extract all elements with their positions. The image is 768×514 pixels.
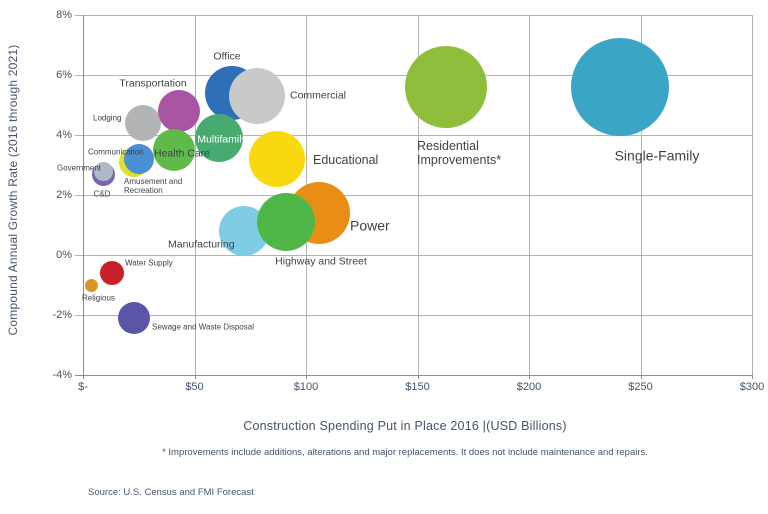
bubble-commercial bbox=[228, 68, 285, 124]
label-line: Recreation bbox=[124, 186, 163, 195]
footnote: * Improvements include additions, altera… bbox=[162, 447, 648, 458]
bubble-sewage bbox=[118, 302, 151, 334]
label-line: Health Care bbox=[153, 147, 211, 160]
x-tick-mark bbox=[752, 375, 753, 379]
source-note: Source: U.S. Census and FMI Forecast bbox=[88, 487, 254, 498]
label-line: Multifamily bbox=[197, 133, 247, 146]
y-tick-label: 8% bbox=[56, 9, 72, 21]
label-office: Office bbox=[213, 51, 240, 63]
gridline-horizontal bbox=[75, 315, 752, 316]
bubble-multifamily bbox=[195, 114, 244, 162]
x-tick-mark bbox=[306, 375, 307, 379]
x-axis-line bbox=[75, 375, 752, 376]
gridline-vertical bbox=[417, 15, 419, 375]
gridline-horizontal bbox=[75, 135, 752, 136]
bubble-highway bbox=[256, 193, 315, 251]
gridline-horizontal bbox=[75, 255, 752, 256]
label-line: Amusement and bbox=[124, 177, 183, 186]
label-line: Commercial bbox=[290, 89, 347, 102]
label-line: C&D bbox=[93, 189, 111, 199]
y-axis-title: Compound Annual Growth Rate (2016 throug… bbox=[6, 44, 20, 336]
label-cd: C&D bbox=[94, 190, 111, 199]
x-tick-label: $300 bbox=[739, 381, 765, 393]
label-line: Office bbox=[213, 50, 241, 63]
label-lodging: Lodging bbox=[93, 114, 121, 123]
gridline-horizontal bbox=[75, 195, 752, 196]
label-line: Educational bbox=[313, 153, 379, 167]
label-line: Water Supply bbox=[125, 258, 173, 268]
gridline-vertical bbox=[194, 15, 196, 375]
y-tick-label: 0% bbox=[56, 249, 72, 261]
bubble-watersupply bbox=[99, 261, 124, 285]
y-axis-line bbox=[83, 15, 84, 379]
y-tick-label: 4% bbox=[56, 129, 72, 141]
bubble-government bbox=[93, 161, 113, 181]
x-tick-label: $200 bbox=[516, 381, 542, 393]
label-transportation: Transportation bbox=[119, 78, 186, 90]
label-line: Communication bbox=[88, 147, 144, 157]
label-line: Single-Family bbox=[614, 147, 700, 164]
x-tick-mark bbox=[640, 375, 642, 379]
label-singlefamily: Single-Family bbox=[614, 147, 700, 164]
x-tick-mark bbox=[529, 375, 530, 379]
label-amusement: Amusement and Recreation bbox=[124, 177, 182, 195]
label-manufacturing: Manufacturing bbox=[168, 239, 235, 251]
bubble-healthcare bbox=[153, 129, 196, 171]
gridline-horizontal bbox=[75, 15, 752, 16]
label-religious: Religious bbox=[82, 294, 115, 303]
label-multifamily: Multifamily bbox=[197, 134, 247, 146]
bubble-educational bbox=[249, 131, 305, 187]
y-tick-label: 6% bbox=[56, 69, 72, 81]
label-line: Sewage and Waste Disposal bbox=[152, 322, 254, 332]
bubble-communication bbox=[123, 144, 154, 174]
bubble-transportation bbox=[157, 90, 200, 132]
label-power: Power bbox=[350, 217, 390, 234]
label-healthcare: Health Care bbox=[154, 148, 210, 160]
y-tick-label: -4% bbox=[52, 369, 72, 381]
x-tick-mark bbox=[194, 375, 196, 379]
bubble-religious bbox=[85, 278, 99, 292]
label-watersupply: Water Supply bbox=[125, 259, 173, 268]
label-educational: Educational bbox=[313, 153, 378, 167]
bubble-lodging bbox=[125, 105, 162, 141]
label-residential: Residential Improvements* bbox=[417, 139, 501, 167]
label-line: Residential bbox=[417, 139, 479, 153]
label-highway: Highway and Street bbox=[275, 256, 367, 268]
label-communication: Communication bbox=[88, 148, 144, 157]
x-tick-label: $150 bbox=[405, 381, 430, 393]
label-line: Highway and Street bbox=[275, 255, 367, 268]
label-line: Improvements* bbox=[417, 153, 502, 167]
label-line: Lodging bbox=[93, 113, 122, 123]
label-line: Manufacturing bbox=[168, 238, 235, 251]
bubble-singlefamily bbox=[571, 38, 670, 136]
label-line: Power bbox=[350, 217, 390, 234]
x-axis-title: Construction Spending Put in Place 2016 … bbox=[243, 419, 567, 433]
x-tick-label: $100 bbox=[293, 381, 319, 393]
x-tick-label: $- bbox=[78, 381, 88, 393]
label-commercial: Commercial bbox=[290, 90, 346, 102]
label-line: Religious bbox=[82, 293, 115, 303]
y-tick-label: 2% bbox=[56, 189, 72, 201]
gridline-vertical bbox=[752, 15, 753, 375]
x-tick-label: $50 bbox=[185, 381, 204, 393]
gridline-vertical bbox=[640, 15, 642, 375]
x-tick-label: $250 bbox=[628, 381, 653, 393]
label-sewage: Sewage and Waste Disposal bbox=[152, 323, 254, 332]
label-line: Transportation bbox=[119, 77, 187, 90]
bubble-residential bbox=[405, 46, 488, 128]
label-line: Government bbox=[57, 163, 102, 173]
y-tick-label: -2% bbox=[52, 309, 72, 321]
label-government: Government bbox=[57, 164, 101, 173]
x-tick-mark bbox=[417, 375, 419, 379]
gridline-vertical bbox=[529, 15, 530, 375]
